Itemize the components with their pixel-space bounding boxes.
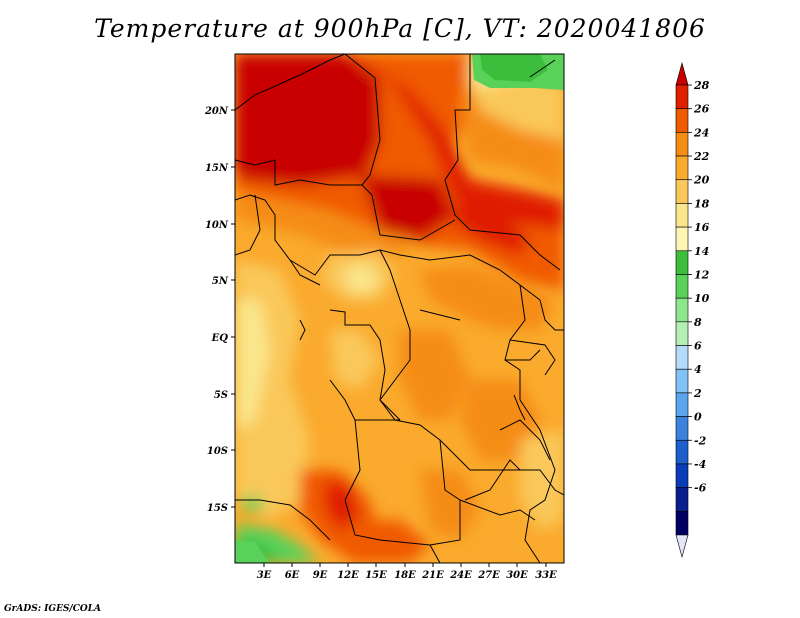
map-frame	[234, 53, 565, 564]
colorbar-label: 2	[693, 387, 702, 400]
colorbar-label: 28	[693, 79, 710, 92]
lon-label: 3E	[257, 570, 272, 581]
lon-label: 6E	[285, 570, 300, 581]
lat-label: 5S	[214, 390, 228, 401]
colorbar-label: 18	[694, 197, 710, 210]
lat-label: 15N	[205, 163, 229, 174]
colorbar-segment	[675, 487, 689, 512]
colorbar-label: 8	[694, 316, 702, 329]
colorbar-segment	[675, 250, 689, 275]
lat-label: 5N	[212, 276, 229, 287]
colorbar-segment	[675, 416, 689, 441]
colorbar-segment	[675, 274, 689, 299]
lat-label: 10N	[205, 220, 229, 231]
colorbar-segment	[675, 155, 689, 181]
map-title: Temperature at 900hPa [C], VT: 202004180…	[94, 14, 706, 43]
lon-axis: 3E 6E 9E 12E 15E 18E 21E 24E 27E 30E 33E	[257, 563, 557, 581]
colorbar-segment	[675, 179, 689, 204]
colorbar-segment	[675, 392, 689, 417]
colorbar-segment	[675, 439, 689, 465]
colorbar-label: 4	[694, 363, 702, 376]
colorbar-label: 24	[693, 126, 709, 139]
colorbar-segment	[675, 203, 689, 228]
lon-label: 15E	[365, 570, 387, 581]
colorbar-label: -6	[694, 482, 707, 495]
temperature-field	[235, 54, 564, 563]
colorbar-label: -2	[694, 434, 707, 447]
colorbar-segment	[675, 321, 689, 346]
lat-label: EQ	[211, 333, 229, 344]
lon-label: 27E	[477, 570, 500, 581]
colorbar-label: 14	[694, 245, 709, 258]
colorbar-label: 6	[694, 340, 702, 353]
colorbar-min-triangle	[675, 534, 689, 559]
colorbar-segment	[675, 345, 689, 370]
lat-axis: 20N 15N 10N 5N EQ 5S 10S 15S	[204, 106, 235, 514]
credit-label: GrADS: IGES/COLA	[4, 604, 102, 614]
colorbar-label: 16	[694, 221, 710, 234]
colorbar-label: 0	[694, 411, 702, 424]
colorbar-label: 22	[693, 150, 710, 163]
country-borders	[235, 54, 564, 563]
colorbar-segment	[675, 511, 689, 536]
colorbar-segment	[675, 226, 689, 252]
lat-label: 15S	[207, 503, 228, 514]
colorbar-segment	[675, 108, 689, 133]
lat-label: 10S	[207, 446, 228, 457]
colorbar-label: 12	[694, 268, 710, 281]
lon-label: 33E	[535, 570, 557, 581]
lat-label: 20N	[204, 106, 229, 117]
colorbar-segment	[675, 463, 689, 488]
lon-label: 30E	[506, 570, 528, 581]
colorbar-segment	[675, 132, 689, 157]
colorbar-segment	[675, 297, 689, 323]
lon-label: 21E	[421, 570, 444, 581]
lon-label: 12E	[337, 570, 359, 581]
colorbar-label: -4	[694, 458, 706, 471]
colorbar-max-triangle	[675, 61, 689, 86]
colorbar-label: 20	[693, 174, 710, 187]
colorbar-segment	[675, 84, 689, 109]
lon-label: 18E	[394, 570, 416, 581]
lon-label: 9E	[313, 570, 328, 581]
colorbar-label: 10	[694, 292, 710, 305]
colorbar-segment	[675, 368, 689, 394]
lon-label: 24E	[449, 570, 472, 581]
colorbar-label: 26	[693, 103, 710, 116]
